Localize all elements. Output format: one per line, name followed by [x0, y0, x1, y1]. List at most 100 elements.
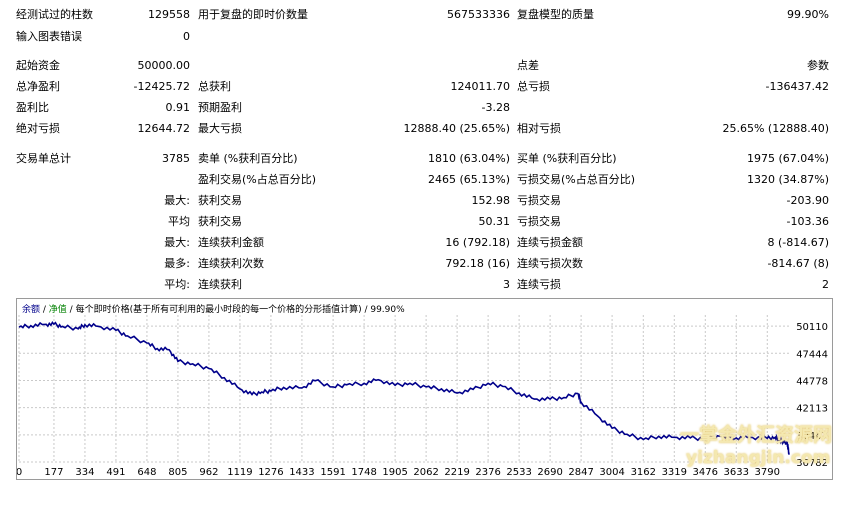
average-profit-label: 获利交易 — [198, 215, 242, 228]
short-trades-label: 卖单 (%获利百分比) — [198, 152, 298, 165]
most-cons-loss-label: 连续亏损次数 — [517, 257, 583, 270]
quality-label: 复盘模型的质量 — [517, 8, 594, 21]
spread-label: 点差 — [517, 59, 539, 72]
x-tick-label: 1748 — [351, 467, 376, 478]
initial-deposit-label: 起始资金 — [16, 59, 60, 72]
x-tick-label: 3162 — [631, 467, 656, 478]
x-tick-label: 491 — [106, 467, 125, 478]
most-cons-profit-label: 连续获利次数 — [198, 257, 264, 270]
x-tick-label: 3790 — [755, 467, 780, 478]
avg-cons-losses-value: 2 — [822, 278, 829, 291]
y-tick-label: 50110 — [796, 322, 828, 333]
x-tick-label: 3633 — [724, 467, 749, 478]
legend-balance: 余额 — [22, 305, 41, 315]
legend-description: 每个即时价格(基于所有可利用的最小时段的每一个价格的分形插值计算) / 99.9… — [75, 305, 405, 315]
avg-cons-wins-label: 连续获利 — [198, 278, 242, 291]
largest-label: 最大: — [164, 194, 190, 207]
chart-errors-value: 0 — [183, 30, 190, 43]
legend-equity: 净值 — [48, 305, 67, 315]
x-tick-label: 3319 — [662, 467, 687, 478]
x-tick-label: 2062 — [413, 467, 438, 478]
y-tick-label: 44778 — [796, 376, 828, 387]
quality-value: 99.90% — [787, 8, 829, 21]
net-profit-label: 总净盈利 — [16, 80, 60, 93]
chart-legend: 余额 / 净值 / 每个即时价格(基于所有可利用的最小时段的每一个价格的分形插值… — [22, 302, 405, 315]
max-cons-losses-value: 8 (-814.67) — [767, 236, 829, 249]
largest-loss-value: -203.90 — [786, 194, 829, 207]
max-drawdown-value: 12888.40 (25.65%) — [403, 122, 510, 135]
loss-trades-label: 亏损交易(%占总百分比) — [517, 173, 636, 186]
largest-profit-value: 152.98 — [471, 194, 511, 207]
legend-sep: / — [66, 305, 76, 315]
report-summary: 经测试过的柱数 129558 用于复盘的即时价数量 567533336 复盘模型… — [16, 8, 829, 291]
rel-drawdown-label: 相对亏损 — [517, 122, 561, 135]
net-profit-value: -12425.72 — [133, 80, 190, 93]
most-label: 最多: — [164, 257, 190, 270]
initial-deposit-value: 50000.00 — [137, 59, 191, 72]
average-loss-value: -103.36 — [786, 215, 829, 228]
loss-trades-value: 1320 (34.87%) — [746, 173, 829, 186]
x-tick-label: 1433 — [289, 467, 314, 478]
avg-cons-wins-value: 3 — [503, 278, 510, 291]
total-trades-value: 3785 — [162, 152, 190, 165]
profit-factor-label: 盈利比 — [16, 101, 49, 114]
bars-tested-value: 129558 — [148, 8, 190, 21]
y-tick-label: 42113 — [796, 404, 828, 415]
bars-tested-label: 经测试过的柱数 — [16, 8, 93, 21]
legend-sep: / — [40, 305, 49, 315]
max-cons-wins-value: 16 (792.18) — [445, 236, 510, 249]
y-tick-label: 47444 — [796, 349, 828, 360]
spread-value: 参数 — [807, 59, 829, 72]
largest-profit-label: 获利交易 — [198, 194, 242, 207]
x-tick-label: 2533 — [506, 467, 531, 478]
x-tick-label: 2219 — [444, 467, 469, 478]
y-tick-label: 39447 — [796, 431, 828, 442]
max-label: 最大: — [164, 236, 190, 249]
gross-loss-label: 总亏损 — [517, 80, 550, 93]
max-cons-losses-label: 连续亏损金额 — [517, 236, 583, 249]
abs-drawdown-value: 12644.72 — [137, 122, 191, 135]
y-tick-label: 36782 — [796, 458, 828, 469]
most-cons-loss-value: -814.67 (8) — [767, 257, 829, 270]
x-tick-label: 2847 — [568, 467, 593, 478]
x-tick-label: 0 — [17, 467, 22, 478]
gross-loss-value: -136437.42 — [765, 80, 829, 93]
average-loss-label: 亏损交易 — [517, 215, 561, 228]
max-drawdown-label: 最大亏损 — [198, 122, 242, 135]
most-cons-profit-value: 792.18 (16) — [445, 257, 510, 270]
average-profit-value: 50.31 — [478, 215, 511, 228]
max-cons-wins-label: 连续获利金额 — [198, 236, 264, 249]
x-tick-label: 962 — [199, 467, 218, 478]
total-trades-label: 交易单总计 — [16, 152, 71, 165]
gross-profit-label: 总获利 — [198, 80, 231, 93]
average-label: 平均 — [168, 215, 190, 228]
x-tick-label: 805 — [168, 467, 187, 478]
profit-trades-label: 盈利交易(%占总百分比) — [198, 173, 317, 186]
x-tick-label: 1905 — [382, 467, 407, 478]
x-tick-label: 3476 — [693, 467, 718, 478]
x-tick-label: 1119 — [227, 467, 252, 478]
x-tick-label: 334 — [75, 467, 94, 478]
x-tick-label: 1591 — [320, 467, 345, 478]
expected-payoff-label: 预期盈利 — [198, 101, 242, 114]
x-tick-label: 2690 — [537, 467, 562, 478]
expected-payoff-value: -3.28 — [481, 101, 510, 114]
largest-loss-label: 亏损交易 — [517, 194, 561, 207]
avg-cons-losses-label: 连续亏损 — [517, 278, 561, 291]
x-tick-label: 3004 — [599, 467, 624, 478]
chart-errors-label: 输入图表错误 — [16, 30, 82, 43]
watermark-title: 一掌金外汇资源网 — [680, 424, 833, 446]
x-tick-label: 2376 — [475, 467, 500, 478]
short-trades-value: 1810 (63.04%) — [427, 152, 510, 165]
balance-chart-svg: 50110 47444 44778 42113 39447 36782 0 177 334 49… — [16, 315, 828, 478]
long-trades-label: 买单 (%获利百分比) — [517, 152, 617, 165]
x-tick-label: 648 — [137, 467, 156, 478]
long-trades-value: 1975 (67.04%) — [746, 152, 829, 165]
balance-chart: 50110 47444 44778 42113 39447 36782 0 177 334 49… — [16, 298, 833, 480]
ticks-label: 用于复盘的即时价数量 — [198, 8, 308, 21]
abs-drawdown-label: 绝对亏损 — [16, 122, 60, 135]
watermark-url: yizhangjin.com — [686, 448, 831, 468]
rel-drawdown-value: 25.65% (12888.40) — [722, 122, 829, 135]
balance-series-line — [18, 320, 790, 455]
profit-trades-value: 2465 (65.13%) — [427, 173, 510, 186]
